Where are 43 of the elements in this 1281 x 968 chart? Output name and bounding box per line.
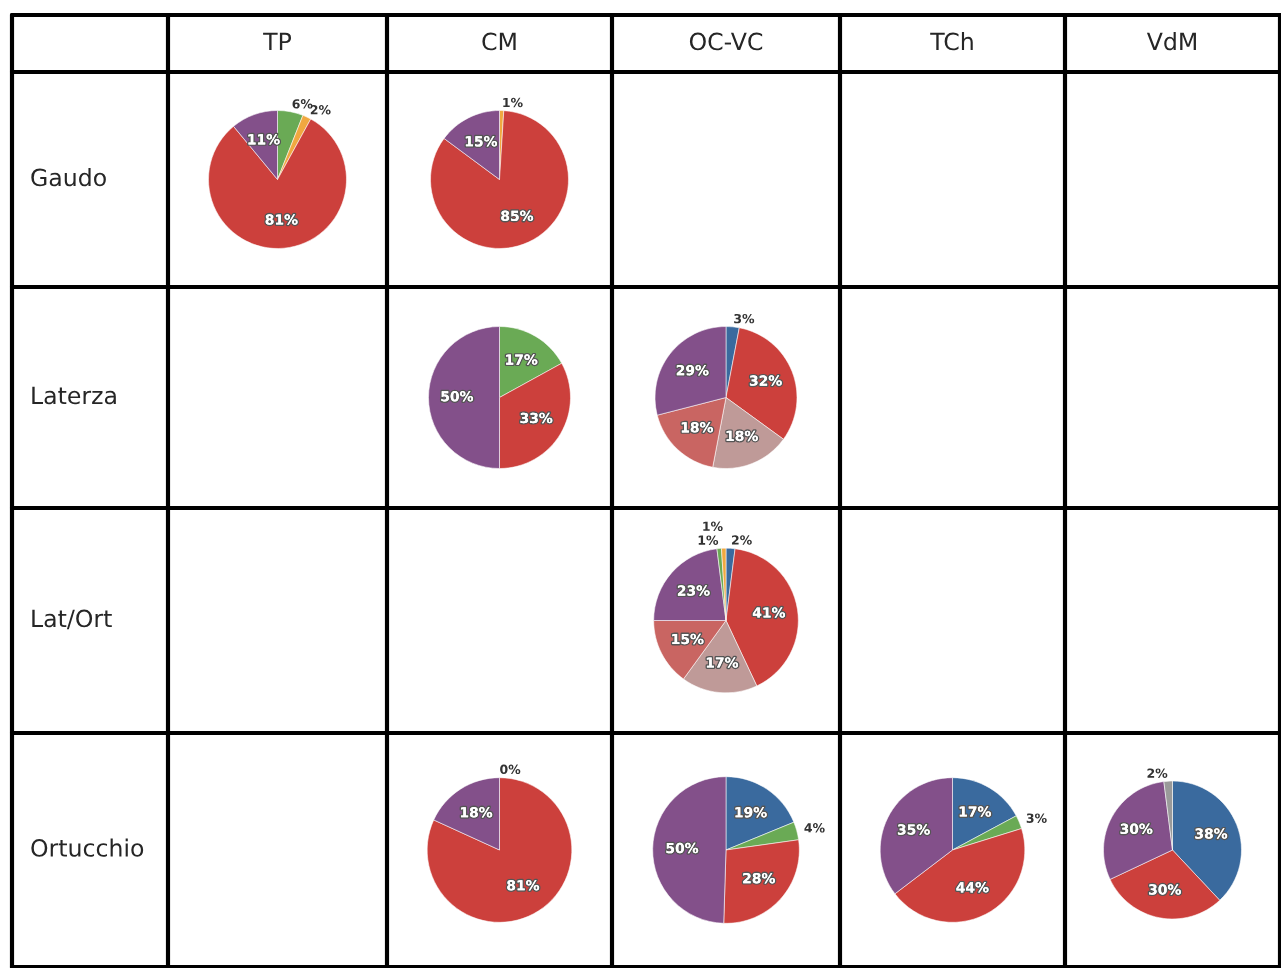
data-label: 15% (672, 633, 704, 645)
category-label: TP (263, 32, 292, 51)
category-label: Gaudo (31, 168, 106, 187)
data-label: 2% (1147, 768, 1168, 778)
data-label: 2% (731, 535, 752, 545)
data-label: 18% (726, 430, 758, 442)
data-label: 32% (749, 375, 782, 386)
data-label: 4% (804, 823, 825, 833)
data-label: 15% (465, 136, 498, 147)
data-label: 30% (1120, 823, 1153, 835)
data-label: 3% (734, 313, 755, 324)
data-label: 29% (676, 364, 709, 376)
category-label: Lat/Ort (32, 609, 112, 630)
data-label: 3% (1026, 813, 1047, 823)
data-label: 1% (698, 535, 719, 545)
category-label: OC-VC (689, 32, 763, 51)
data-label: 41% (752, 607, 786, 618)
data-label: 19% (735, 806, 767, 818)
data-label: 23% (677, 585, 710, 596)
data-label: 35% (897, 824, 930, 835)
data-label: 33% (520, 412, 553, 424)
data-label: 1% (703, 521, 723, 532)
data-label: 17% (959, 806, 991, 817)
category-label: CM (482, 32, 516, 51)
data-label: 18% (681, 422, 714, 433)
data-label: 17% (706, 657, 739, 668)
data-label: 81% (507, 880, 540, 891)
data-label: 50% (441, 391, 474, 402)
data-label: 17% (506, 354, 538, 365)
data-label: 30% (1149, 884, 1181, 895)
category-label: Ortucchio (31, 838, 144, 857)
data-label: 18% (460, 807, 493, 818)
data-label: 38% (1195, 828, 1228, 839)
category-label: VdM (1146, 32, 1196, 51)
data-label: 1% (503, 97, 523, 108)
data-label: 28% (743, 872, 775, 884)
data-label: 44% (956, 882, 989, 893)
data-label: 81% (265, 214, 298, 225)
data-label: 50% (666, 842, 699, 854)
text: 0% (500, 764, 521, 775)
category-label: TCh (930, 32, 973, 51)
category-label: Laterza (32, 386, 116, 405)
data-label: 85% (501, 210, 534, 222)
